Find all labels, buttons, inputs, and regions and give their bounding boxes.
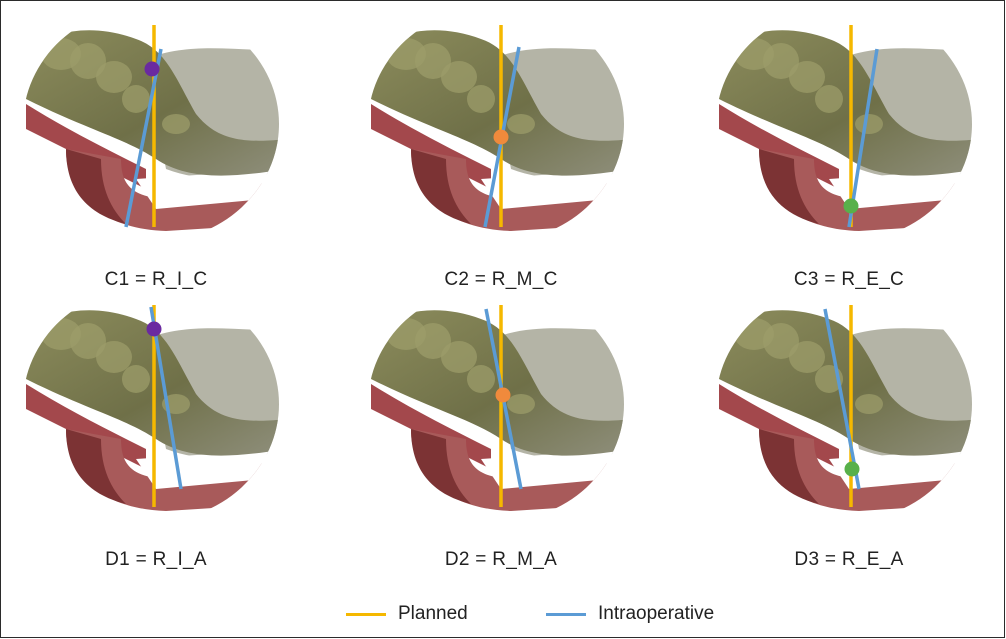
intraoperative-line bbox=[847, 48, 879, 228]
intraoperative-line bbox=[823, 308, 861, 490]
tooth-cusp bbox=[415, 43, 451, 79]
tooth-cusp bbox=[507, 114, 535, 134]
intersection-marker bbox=[493, 129, 509, 145]
guide-base bbox=[66, 429, 279, 511]
tooth-cusp bbox=[507, 394, 535, 414]
panel-caption: D3 = R_E_A bbox=[794, 549, 904, 570]
panel-1 bbox=[26, 19, 286, 239]
panel-caption: C3 = R_E_C bbox=[793, 269, 905, 290]
intersection-marker bbox=[843, 198, 859, 214]
tooth-cusp bbox=[96, 61, 132, 93]
panel-5 bbox=[371, 299, 631, 519]
legend-item-intraoperative: Intraoperative bbox=[546, 599, 714, 629]
model-clip-group bbox=[26, 30, 279, 231]
intraoperative-line bbox=[124, 48, 163, 228]
guide-shadow bbox=[66, 429, 126, 504]
tooth-cusp bbox=[96, 341, 132, 373]
tooth-cusp bbox=[70, 323, 106, 359]
panel-4 bbox=[26, 299, 286, 519]
guide-base bbox=[411, 429, 624, 511]
model-clip-group bbox=[371, 30, 624, 231]
intersection-marker bbox=[495, 387, 511, 403]
guide-shadow bbox=[411, 149, 471, 224]
intraoperative-line-swatch bbox=[546, 612, 586, 616]
tooth-cusp bbox=[763, 43, 799, 79]
tooth-cusp bbox=[415, 323, 451, 359]
panel-caption: D1 = R_I_A bbox=[105, 549, 207, 570]
dental-model-render bbox=[719, 25, 972, 231]
model-clip-group bbox=[719, 30, 972, 231]
panel-caption: C2 = R_M_C bbox=[444, 269, 558, 290]
guide-gap bbox=[829, 449, 972, 489]
legend-label-intraoperative: Intraoperative bbox=[598, 603, 715, 624]
panel-caption: C1 = R_I_C bbox=[104, 269, 208, 290]
panel-caption: D2 = R_M_A bbox=[444, 549, 558, 570]
guide-base bbox=[759, 429, 972, 511]
model-clip-group bbox=[719, 310, 972, 511]
tooth-cusp bbox=[162, 114, 190, 134]
dental-model-render bbox=[719, 305, 972, 511]
dental-model-render bbox=[371, 305, 624, 511]
tooth-cusp bbox=[815, 85, 843, 113]
intraoperative-line bbox=[149, 306, 183, 490]
tooth-cusp bbox=[122, 365, 150, 393]
tooth-cusp bbox=[441, 341, 477, 373]
guide-gap bbox=[136, 169, 279, 209]
legend-label-planned: Planned bbox=[398, 603, 468, 624]
guide-shadow bbox=[759, 149, 819, 224]
dental-model-render bbox=[26, 25, 279, 231]
guide-shadow bbox=[759, 429, 819, 504]
dental-model-render bbox=[371, 25, 624, 231]
planned-line-swatch bbox=[346, 612, 386, 616]
guide-base bbox=[759, 149, 972, 231]
guide-base bbox=[66, 149, 279, 231]
tooth-cusp bbox=[467, 85, 495, 113]
model-clip-group bbox=[26, 310, 279, 511]
tooth-cusp bbox=[122, 85, 150, 113]
tooth-cusp bbox=[855, 394, 883, 414]
tooth-cusp bbox=[763, 323, 799, 359]
guide-shadow bbox=[66, 149, 126, 224]
guide-gap bbox=[136, 449, 279, 489]
tooth-cusp bbox=[441, 61, 477, 93]
panel-2 bbox=[371, 19, 631, 239]
tooth-cusp bbox=[855, 114, 883, 134]
dental-model-render bbox=[26, 305, 279, 511]
guide-gap bbox=[481, 169, 624, 209]
intersection-marker bbox=[146, 321, 162, 337]
tooth-cusp bbox=[70, 43, 106, 79]
guide-shadow bbox=[411, 429, 471, 504]
guide-gap bbox=[829, 169, 972, 209]
panel-3 bbox=[719, 19, 979, 239]
tooth-cusp bbox=[789, 341, 825, 373]
legend: Planned Intraoperative bbox=[346, 599, 766, 629]
panel-6 bbox=[719, 299, 979, 519]
legend-item-planned: Planned bbox=[346, 599, 468, 629]
guide-base bbox=[411, 149, 624, 231]
tooth-cusp bbox=[467, 365, 495, 393]
tooth-cusp bbox=[789, 61, 825, 93]
intersection-marker bbox=[844, 461, 860, 477]
intersection-marker bbox=[144, 61, 160, 77]
